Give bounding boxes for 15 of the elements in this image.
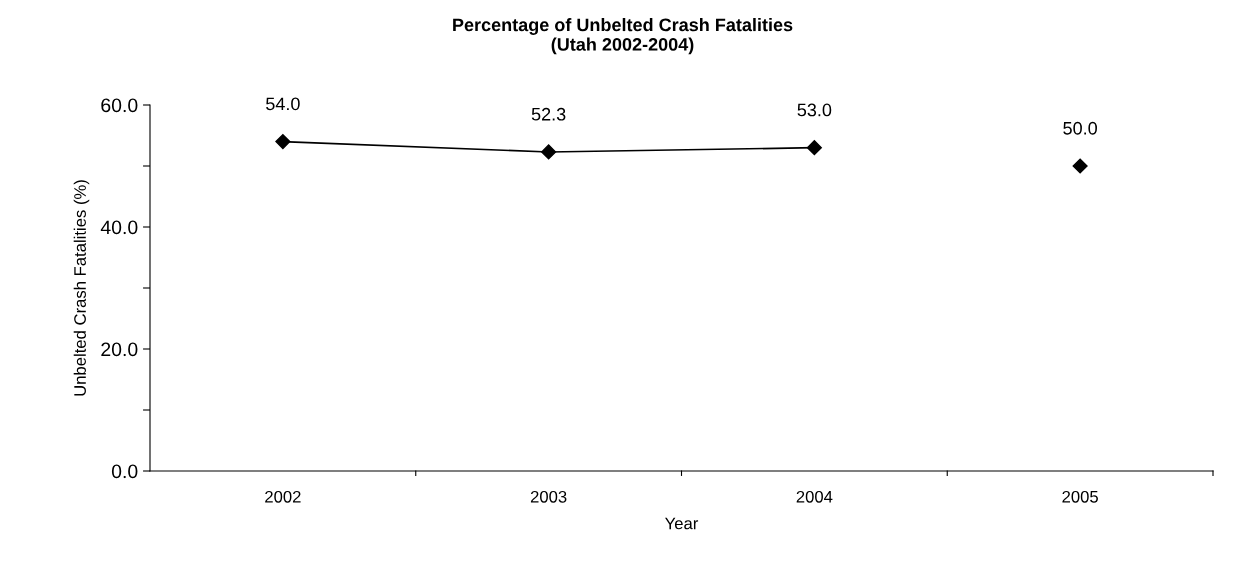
chart-title: Percentage of Unbelted Crash Fatalities (Utah 2002-2004) [453, 18, 793, 55]
y-tick-label: 20.0 [101, 342, 138, 357]
data-label: 52.3 [531, 107, 566, 121]
data-label: 54.0 [266, 97, 300, 111]
x-tick-label: 2003 [530, 490, 567, 503]
x-tick-label: 2002 [265, 490, 301, 503]
x-tick-label: 2004 [796, 490, 833, 503]
y-axis-title: Unbelted Crash Fatalities (%) [73, 180, 90, 396]
x-tick-label: 2005 [1062, 490, 1098, 503]
data-label: 50.0 [1063, 121, 1097, 135]
y-tick-label: 40.0 [100, 220, 138, 235]
data-label: 53.0 [797, 103, 832, 117]
y-tick-label: 60.0 [101, 98, 138, 113]
x-axis-title: Year [665, 517, 699, 530]
y-tick-label: 0.0 [111, 464, 138, 479]
